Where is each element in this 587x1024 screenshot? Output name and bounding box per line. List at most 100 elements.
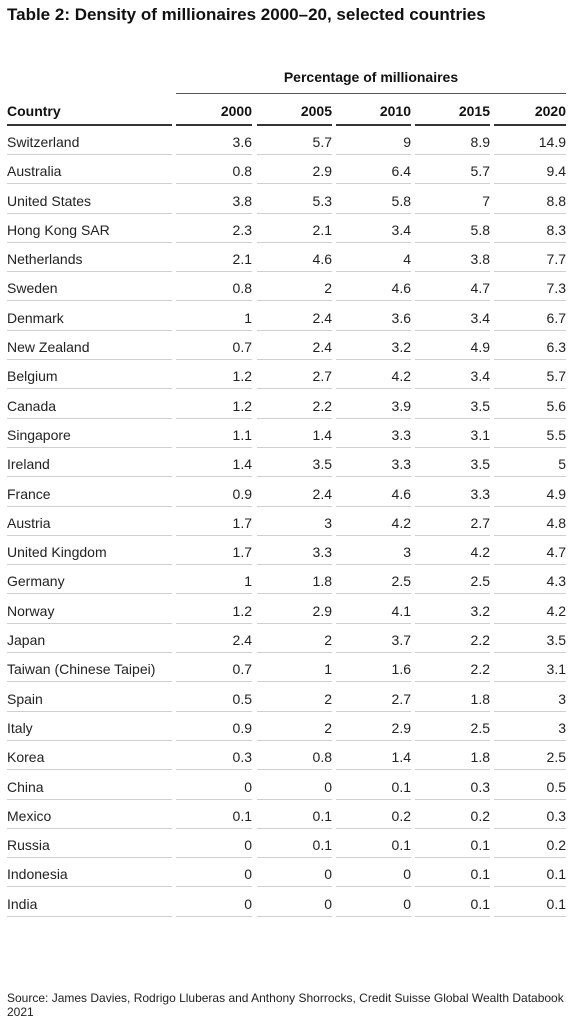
value-cell-2010: 0.1 bbox=[336, 776, 411, 798]
row-divider bbox=[336, 564, 411, 565]
row-divider bbox=[415, 711, 490, 712]
value-cell-2010: 4.6 bbox=[336, 483, 411, 505]
row-divider bbox=[257, 271, 332, 272]
row-divider bbox=[415, 242, 490, 243]
row-divider bbox=[257, 183, 332, 184]
value-cell-2020: 4.9 bbox=[494, 483, 566, 505]
value-cell-2015: 3.1 bbox=[415, 424, 490, 446]
table-row: France 0.9 2.4 4.6 3.3 4.9 bbox=[7, 483, 566, 512]
row-divider bbox=[257, 418, 332, 419]
value-cell-2020: 8.8 bbox=[494, 190, 566, 212]
column-header-2015: 2015 bbox=[415, 98, 490, 124]
row-divider bbox=[7, 300, 172, 301]
value-cell-2005: 0.8 bbox=[257, 746, 332, 768]
value-cell-2015: 3.3 bbox=[415, 483, 490, 505]
row-divider bbox=[257, 711, 332, 712]
value-cell-2005: 2.2 bbox=[257, 395, 332, 417]
column-header-2005: 2005 bbox=[257, 98, 332, 124]
row-divider bbox=[494, 535, 566, 536]
row-divider bbox=[7, 183, 172, 184]
value-cell-2000: 2.4 bbox=[176, 629, 252, 651]
row-divider bbox=[415, 359, 490, 360]
value-cell-2010: 1.6 bbox=[336, 658, 411, 680]
value-cell-2000: 0.8 bbox=[176, 160, 252, 182]
value-cell-2000: 0.3 bbox=[176, 746, 252, 768]
table-row: Taiwan (Chinese Taipei) 0.7 1 1.6 2.2 3.1 bbox=[7, 658, 566, 687]
value-cell-2010: 3 bbox=[336, 541, 411, 563]
row-divider bbox=[336, 506, 411, 507]
row-divider bbox=[257, 388, 332, 389]
row-divider bbox=[494, 506, 566, 507]
row-divider bbox=[7, 799, 172, 800]
row-divider bbox=[7, 330, 172, 331]
row-divider bbox=[415, 623, 490, 624]
value-cell-2015: 3.4 bbox=[415, 365, 490, 387]
country-cell: China bbox=[7, 776, 172, 798]
value-cell-2020: 4.8 bbox=[494, 512, 566, 534]
value-cell-2015: 2.5 bbox=[415, 570, 490, 592]
row-divider bbox=[7, 681, 172, 682]
row-divider bbox=[494, 213, 566, 214]
row-divider bbox=[415, 300, 490, 301]
value-cell-2020: 4.3 bbox=[494, 570, 566, 592]
row-divider bbox=[336, 799, 411, 800]
value-cell-2000: 0 bbox=[176, 834, 252, 856]
value-cell-2000: 2.3 bbox=[176, 219, 252, 241]
value-cell-2005: 4.6 bbox=[257, 248, 332, 270]
table-row: United Kingdom 1.7 3.3 3 4.2 4.7 bbox=[7, 541, 566, 570]
table-row: Ireland 1.4 3.5 3.3 3.5 5 bbox=[7, 453, 566, 482]
row-divider bbox=[257, 154, 332, 155]
row-divider bbox=[7, 828, 172, 829]
row-divider bbox=[257, 535, 332, 536]
country-cell: France bbox=[7, 483, 172, 505]
row-divider bbox=[257, 506, 332, 507]
row-divider bbox=[415, 154, 490, 155]
row-divider bbox=[336, 154, 411, 155]
row-divider bbox=[336, 740, 411, 741]
row-divider bbox=[257, 242, 332, 243]
value-cell-2010: 3.3 bbox=[336, 453, 411, 475]
value-cell-2020: 4.7 bbox=[494, 541, 566, 563]
value-cell-2005: 2 bbox=[257, 688, 332, 710]
row-divider bbox=[176, 183, 252, 184]
value-cell-2005: 0.1 bbox=[257, 834, 332, 856]
value-cell-2015: 0.1 bbox=[415, 834, 490, 856]
row-divider bbox=[494, 886, 566, 887]
row-divider bbox=[176, 593, 252, 594]
row-divider bbox=[176, 740, 252, 741]
row-divider bbox=[176, 799, 252, 800]
value-cell-2015: 2.2 bbox=[415, 629, 490, 651]
row-divider bbox=[415, 652, 490, 653]
country-cell: Sweden bbox=[7, 277, 172, 299]
value-cell-2010: 3.7 bbox=[336, 629, 411, 651]
row-divider bbox=[7, 213, 172, 214]
row-divider bbox=[494, 711, 566, 712]
row-divider bbox=[257, 476, 332, 477]
header-rule-2010 bbox=[336, 124, 411, 126]
country-cell: New Zealand bbox=[7, 336, 172, 358]
value-cell-2015: 1.8 bbox=[415, 746, 490, 768]
row-divider bbox=[336, 418, 411, 419]
value-cell-2010: 4.6 bbox=[336, 277, 411, 299]
value-cell-2005: 5.7 bbox=[257, 131, 332, 153]
country-cell: Mexico bbox=[7, 805, 172, 827]
value-cell-2000: 0 bbox=[176, 776, 252, 798]
value-cell-2010: 9 bbox=[336, 131, 411, 153]
row-divider bbox=[336, 359, 411, 360]
table-row: Norway 1.2 2.9 4.1 3.2 4.2 bbox=[7, 600, 566, 629]
value-cell-2005: 0 bbox=[257, 776, 332, 798]
row-divider bbox=[415, 916, 490, 917]
row-divider bbox=[176, 711, 252, 712]
row-divider bbox=[415, 857, 490, 858]
row-divider bbox=[176, 886, 252, 887]
row-divider bbox=[336, 330, 411, 331]
value-cell-2000: 0.5 bbox=[176, 688, 252, 710]
country-cell: Norway bbox=[7, 600, 172, 622]
value-cell-2010: 4.1 bbox=[336, 600, 411, 622]
row-divider bbox=[176, 271, 252, 272]
value-cell-2010: 0 bbox=[336, 863, 411, 885]
row-divider bbox=[336, 535, 411, 536]
column-header-2010: 2010 bbox=[336, 98, 411, 124]
value-cell-2020: 0.3 bbox=[494, 805, 566, 827]
row-divider bbox=[494, 916, 566, 917]
